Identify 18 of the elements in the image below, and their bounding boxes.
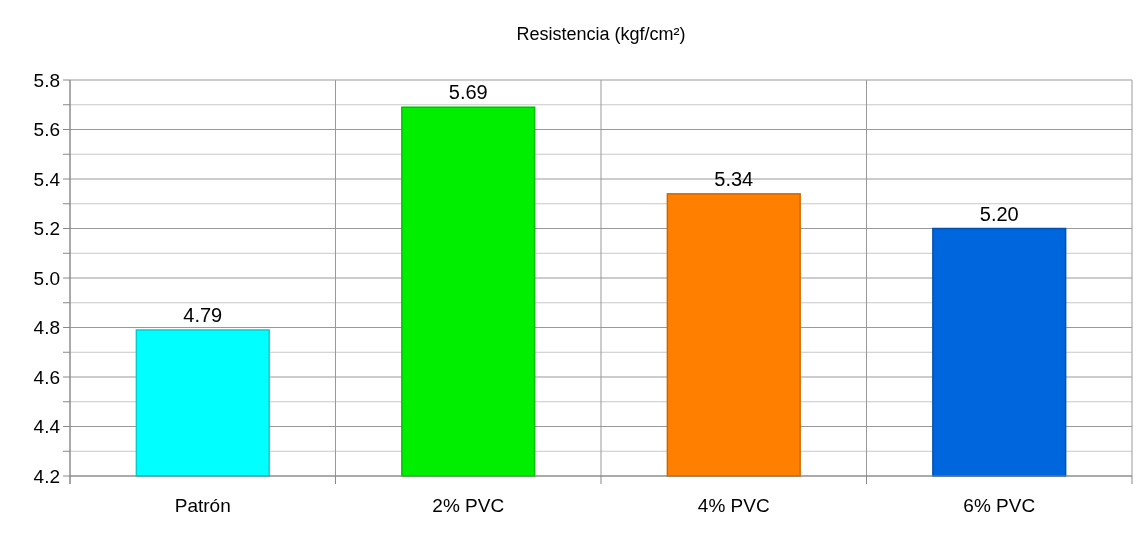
- text: 5.4: [33, 168, 60, 190]
- text: 5.0: [33, 267, 60, 289]
- text: 4.4: [33, 416, 60, 438]
- x-tick-label: 4% PVC: [697, 495, 770, 516]
- text: 5.2: [33, 218, 60, 240]
- text: 5.8: [33, 69, 60, 91]
- data-label: 5.69: [448, 81, 488, 104]
- text: 5.6: [33, 119, 60, 141]
- data-label: 5.20: [979, 202, 1019, 225]
- x-tick-label: Patrón: [174, 495, 231, 516]
- x-tick-label: 6% PVC: [963, 495, 1036, 516]
- chart-title: Resistencia (kgf/cm²): [516, 24, 686, 44]
- text: 4.6: [33, 366, 60, 388]
- data-label: 5.34: [714, 167, 754, 190]
- text: 4.2: [33, 465, 60, 487]
- x-tick-label: 2% PVC: [432, 495, 505, 516]
- text: 4.8: [33, 317, 60, 339]
- data-label: 4.79: [183, 303, 223, 326]
